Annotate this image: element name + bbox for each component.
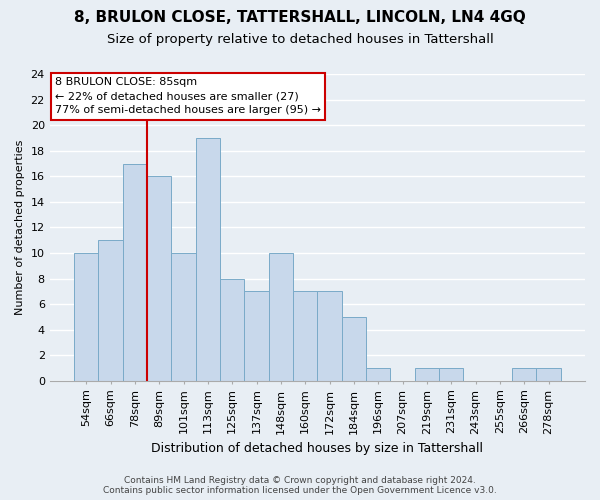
Bar <box>196 138 220 381</box>
Text: 8, BRULON CLOSE, TATTERSHALL, LINCOLN, LN4 4GQ: 8, BRULON CLOSE, TATTERSHALL, LINCOLN, L… <box>74 10 526 25</box>
Bar <box>147 176 172 381</box>
Bar <box>536 368 560 381</box>
X-axis label: Distribution of detached houses by size in Tattershall: Distribution of detached houses by size … <box>151 442 484 455</box>
Bar <box>122 164 147 381</box>
Bar <box>74 253 98 381</box>
Text: 8 BRULON CLOSE: 85sqm
← 22% of detached houses are smaller (27)
77% of semi-deta: 8 BRULON CLOSE: 85sqm ← 22% of detached … <box>55 77 321 115</box>
Bar <box>269 253 293 381</box>
Bar <box>317 292 341 381</box>
Y-axis label: Number of detached properties: Number of detached properties <box>15 140 25 315</box>
Bar <box>439 368 463 381</box>
Text: Size of property relative to detached houses in Tattershall: Size of property relative to detached ho… <box>107 32 493 46</box>
Bar <box>220 278 244 381</box>
Bar <box>244 292 269 381</box>
Bar <box>293 292 317 381</box>
Text: Contains HM Land Registry data © Crown copyright and database right 2024.
Contai: Contains HM Land Registry data © Crown c… <box>103 476 497 495</box>
Bar <box>512 368 536 381</box>
Bar <box>172 253 196 381</box>
Bar <box>415 368 439 381</box>
Bar <box>98 240 122 381</box>
Bar <box>366 368 391 381</box>
Bar <box>341 317 366 381</box>
